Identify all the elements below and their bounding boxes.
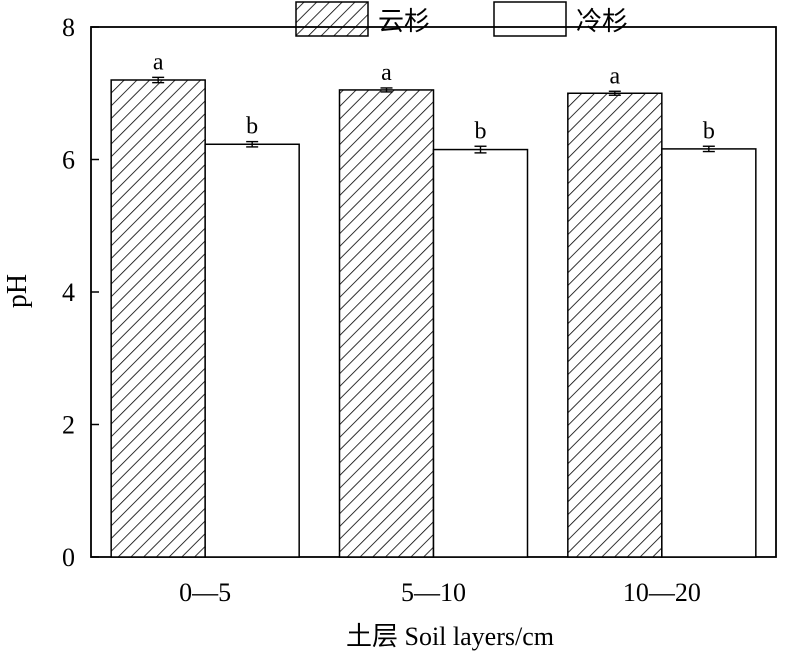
legend-swatch-white <box>493 1 567 37</box>
plot-area: 0 2 4 6 8 0—5 a b 5—10 a b 10—20 a b <box>62 13 777 607</box>
y-axis-title: pH <box>2 274 33 308</box>
significance-label-1-0: a <box>153 49 164 75</box>
x-axis-title: 土层 Soil layers/cm <box>346 622 554 651</box>
y-tick-label-0: 0 <box>62 543 75 572</box>
x-tick-label-1: 5—10 <box>401 578 466 607</box>
bar-2-0 <box>204 143 300 558</box>
y-tick-label-4: 8 <box>62 13 75 42</box>
y-tick-label-3: 6 <box>62 146 75 175</box>
significance-label-2-1: b <box>475 118 487 144</box>
y-tick-label-2: 4 <box>62 278 75 307</box>
bar-1-2 <box>567 92 663 558</box>
legend-label-series-1: 云杉 <box>378 7 430 36</box>
bar-1-1 <box>338 89 435 558</box>
legend: 云杉 冷杉 <box>295 1 628 37</box>
x-tick-label-2: 10—20 <box>623 578 701 607</box>
bar-1-0 <box>110 79 206 558</box>
significance-label-2-2: b <box>703 118 715 144</box>
significance-label-1-2: a <box>610 63 621 89</box>
bar-2-2 <box>661 148 757 558</box>
significance-label-2-0: b <box>246 114 258 140</box>
y-tick-label-1: 2 <box>62 411 75 440</box>
x-tick-label-0: 0—5 <box>179 578 231 607</box>
legend-swatch-hatched <box>295 1 369 37</box>
legend-label-series-2: 冷杉 <box>576 7 628 36</box>
bar-2-1 <box>432 148 529 558</box>
significance-label-1-1: a <box>381 60 392 86</box>
